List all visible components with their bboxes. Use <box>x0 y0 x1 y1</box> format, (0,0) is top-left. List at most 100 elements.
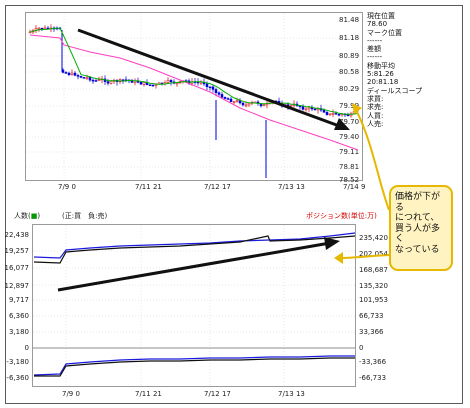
price-grid <box>26 13 362 180</box>
mark-label: マーク位置 <box>367 28 402 37</box>
price-x-label: 7/11 21 <box>135 183 162 191</box>
candle-body <box>223 96 227 99</box>
price-candles <box>28 24 359 178</box>
price-y-label: 78.52 <box>339 176 360 184</box>
position-y-label: 235,420 <box>359 234 388 242</box>
candle-body <box>232 101 236 103</box>
candle-body <box>208 86 212 89</box>
candle-body <box>235 100 239 102</box>
candle-body <box>322 109 326 113</box>
count-y-label: 16,077 <box>4 264 30 272</box>
candle-body <box>229 98 233 102</box>
sell-count-line <box>34 357 355 377</box>
candle-body <box>97 79 101 81</box>
buy-request-label: 求買: <box>367 94 384 103</box>
diff-value: ------ <box>367 53 383 62</box>
candle-body <box>325 112 329 115</box>
people-count-line <box>33 235 356 264</box>
price-y-label: 78.81 <box>339 163 360 171</box>
mark-value: ------ <box>367 36 383 45</box>
candle-body <box>133 80 137 83</box>
down-trend-arrow <box>77 28 350 130</box>
people-count-close: ) <box>37 212 41 220</box>
candle-body <box>148 84 152 86</box>
dealscope-label: ディールスコープ <box>367 86 423 95</box>
price-y-label: 81.18 <box>339 34 360 42</box>
candle-body <box>331 113 335 115</box>
position-y-label: 101,953 <box>359 296 388 304</box>
price-x-label: 7/14 9 <box>343 183 366 191</box>
price-x-label: 7/12 17 <box>204 183 231 191</box>
candle-body <box>301 106 305 110</box>
candle-body <box>88 77 92 81</box>
candle-body <box>247 103 251 106</box>
position-header-right: ポジション数(単位:万) <box>306 212 377 220</box>
price-y-label: 79.40 <box>339 133 360 141</box>
candle-body <box>166 80 170 83</box>
position-y-label: 168,687 <box>359 266 388 274</box>
price-chart-pane[interactable] <box>25 12 363 181</box>
count-y-label: -6,360 <box>6 374 29 382</box>
callout-line: につれて、 <box>395 213 440 223</box>
callout-line: なっている <box>395 244 440 255</box>
position-y-label: 33,366 <box>359 328 384 336</box>
price-y-label: 81.48 <box>339 16 360 24</box>
price-y-label: 80.58 <box>339 68 360 76</box>
price-y-label: 80.89 <box>339 52 360 60</box>
candle-body <box>262 104 266 107</box>
candle-body <box>334 113 338 115</box>
position-volume-line <box>33 232 356 259</box>
info-panel: 現在位置 78.60 マーク位置 ------ 差額 ------ 移動平均 5… <box>367 12 457 128</box>
position-y-label: 202,054 <box>359 250 388 258</box>
candle-body <box>106 81 110 84</box>
position-grid <box>33 225 355 386</box>
candle-body <box>226 98 230 100</box>
price-y-label: 79.11 <box>339 148 360 156</box>
candle-body <box>40 27 44 30</box>
candle-body <box>313 108 317 111</box>
buyers-label: 人買: <box>367 111 384 120</box>
price-y-label: 79.70 <box>339 118 360 126</box>
count-y-label: 22,438 <box>4 231 30 239</box>
candle-body <box>244 104 248 107</box>
candle-body <box>175 82 179 85</box>
position-y-label: 0 <box>359 344 364 352</box>
candle-body <box>211 86 215 90</box>
count-y-label: 12,897 <box>4 282 30 290</box>
position-y-label: 135,320 <box>359 282 388 290</box>
candle-body <box>169 80 173 83</box>
position-x-label: 7/13 13 <box>278 390 305 398</box>
candle-body <box>73 72 77 76</box>
current-price-value: 78.60 <box>367 20 388 29</box>
price-x-label: 7/9 0 <box>58 183 76 191</box>
candle-body <box>109 80 113 84</box>
legend-swatch-icon: ■ <box>30 212 38 220</box>
position-header-left: 人数(■) <box>14 212 40 220</box>
count-y-label: 3,180 <box>8 328 29 336</box>
callout-line: 買う人が多く <box>395 223 441 245</box>
position-y-label: -66,733 <box>359 374 387 382</box>
count-y-label: 9,717 <box>8 296 29 304</box>
candle-body <box>82 77 86 79</box>
annotation-callout: 価格が下がる につれて、 買う人が多く なっている <box>389 185 453 271</box>
candle-body <box>70 72 74 76</box>
position-chart-pane[interactable] <box>32 224 356 387</box>
candle-body <box>85 77 89 79</box>
candle-body <box>289 105 293 107</box>
position-y-label: -33,366 <box>359 358 387 366</box>
count-y-label: 6,360 <box>8 312 29 320</box>
candle-body <box>37 27 41 30</box>
position-x-label: 7/12 17 <box>204 390 231 398</box>
candle-body <box>304 108 308 111</box>
count-y-label: -3,180 <box>6 358 29 366</box>
candle-body <box>142 82 146 85</box>
candle-body <box>241 102 245 106</box>
position-x-label: 7/11 21 <box>135 390 162 398</box>
candle-body <box>64 72 68 74</box>
candle-body <box>337 114 341 116</box>
price-y-label: 80.29 <box>339 85 360 93</box>
candle-body <box>67 72 71 76</box>
candle-body <box>220 94 224 98</box>
sell-request-label: 求売: <box>367 103 384 112</box>
